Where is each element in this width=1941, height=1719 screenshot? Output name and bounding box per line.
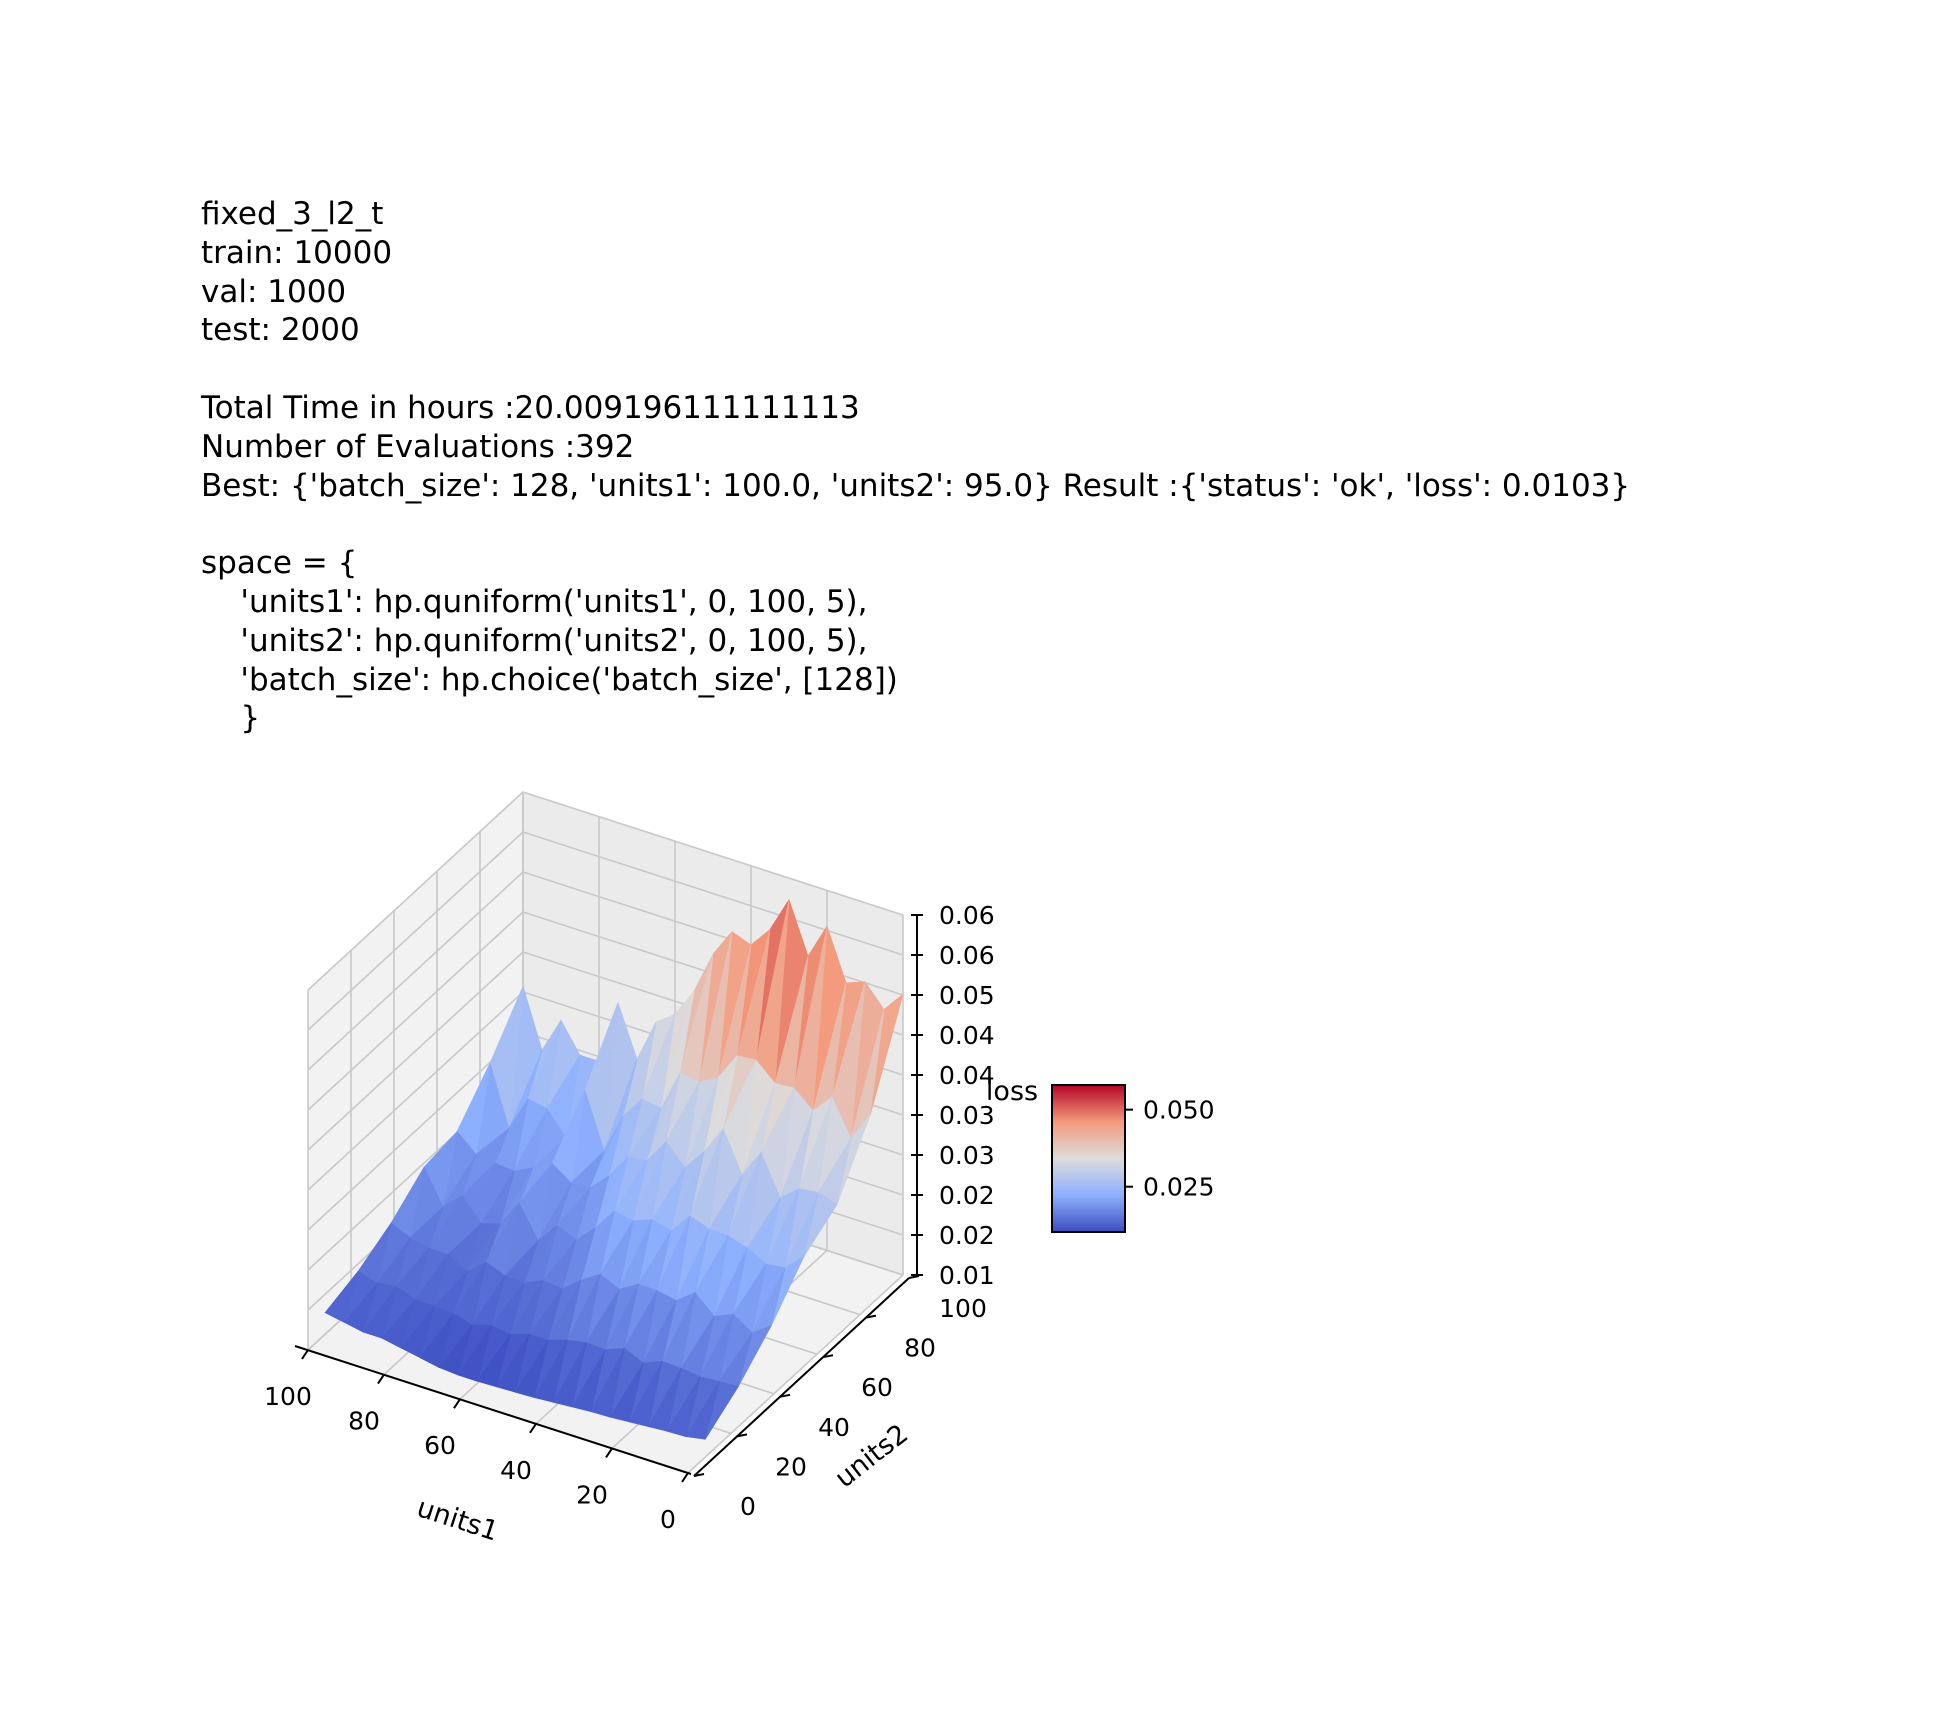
surface-facet — [343, 1283, 378, 1333]
z-tick-label: 0.06 — [939, 941, 995, 970]
y-tick-mark — [908, 1275, 920, 1279]
z-tick-label: 0.04 — [939, 1021, 995, 1050]
colorbar-tick-label: 0.025 — [1143, 1173, 1215, 1202]
header-text-block: fixed_3_l2_t train: 10000 val: 1000 test: 2… — [201, 195, 1630, 738]
header-line: Total Time in hours :20.009196111111113 — [201, 389, 860, 426]
x-tick-label: 40 — [500, 1456, 532, 1485]
x-tick-mark — [681, 1472, 689, 1483]
surface-facet — [685, 1381, 720, 1440]
x-tick-label: 100 — [264, 1382, 312, 1411]
z-tick-label: 0.03 — [939, 1101, 995, 1130]
surface-facet — [476, 1334, 511, 1388]
y-tick-label: 40 — [818, 1413, 850, 1442]
surface-facet — [590, 1348, 625, 1418]
surface-mesh — [324, 899, 904, 1440]
surface-facet — [666, 1376, 701, 1438]
header-line: Best: {'batch_size': 128, 'units1': 100.… — [201, 467, 1631, 504]
z-axis-title: loss — [986, 1076, 1038, 1107]
surface-facet — [647, 1368, 682, 1432]
y-tick-mark — [736, 1433, 748, 1438]
z-tick-label: 0.02 — [939, 1221, 995, 1250]
y-tick-mark — [865, 1314, 877, 1319]
left-wall-pane — [308, 792, 523, 1350]
y-axis-line — [693, 1277, 910, 1477]
colorbar-tick-label: 0.050 — [1143, 1096, 1215, 1125]
z-tick-label: 0.05 — [939, 981, 995, 1010]
surface-facet — [381, 1299, 416, 1349]
surface-facet — [400, 1305, 435, 1359]
surface-facet — [514, 1339, 549, 1398]
x-tick-label: 20 — [576, 1480, 608, 1509]
x-tick-mark — [377, 1374, 385, 1385]
y-tick-label: 0 — [740, 1492, 756, 1521]
surface-facet — [457, 1325, 492, 1382]
x-axis-title: units1 — [413, 1492, 502, 1547]
surface-facet — [419, 1313, 454, 1369]
grid-line-loss — [307, 831, 904, 1031]
header-line: 'units1': hp.quniform('units1', 0, 100, … — [201, 583, 868, 620]
x-tick-mark — [529, 1423, 537, 1434]
header-line: fixed_3_l2_t — [201, 196, 384, 232]
grid-line-loss — [307, 791, 904, 991]
colorbar-gradient — [1051, 1084, 1126, 1233]
header-line: train: 10000 — [201, 234, 393, 271]
surface-facet — [571, 1349, 606, 1413]
header-line: } — [201, 700, 261, 737]
y-tick-mark — [779, 1393, 791, 1398]
axes-lines — [294, 914, 923, 1483]
z-tick-label: 0.01 — [939, 1261, 995, 1290]
y-tick-label: 100 — [939, 1294, 987, 1323]
header-line: Number of Evaluations :392 — [201, 428, 635, 465]
surface-facet — [495, 1334, 530, 1393]
surface-facet — [609, 1362, 644, 1423]
z-tick-label: 0.03 — [939, 1141, 995, 1170]
header-line: space = { — [201, 545, 358, 582]
surface-facet — [552, 1342, 587, 1408]
y-tick-label: 60 — [861, 1373, 893, 1402]
colorbar: 0.025 0.050 — [1051, 1084, 1215, 1233]
x-tick-mark — [605, 1447, 613, 1458]
x-tick-mark — [453, 1398, 461, 1409]
x-tick-label: 80 — [348, 1407, 380, 1436]
header-line: test: 2000 — [201, 312, 360, 349]
z-tick-label: 0.06 — [939, 901, 995, 930]
z-tick-label: 0.02 — [939, 1181, 995, 1210]
y-tick-label: 80 — [904, 1334, 936, 1363]
header-line: 'units2': hp.quniform('units2', 0, 100, … — [201, 622, 868, 659]
surface-facet — [362, 1286, 397, 1339]
x-tick-label: 60 — [424, 1431, 456, 1460]
surface-facet — [324, 1271, 359, 1323]
z-tick-label: 0.04 — [939, 1061, 995, 1090]
surface-facet — [438, 1324, 473, 1376]
x-axis-line — [294, 1345, 692, 1475]
y-tick-label: 20 — [775, 1452, 807, 1481]
surface-facet — [628, 1361, 663, 1427]
x-tick-mark — [301, 1349, 309, 1360]
surface-facet — [533, 1339, 568, 1403]
header-line: val: 1000 — [201, 273, 347, 310]
y-tick-mark — [693, 1473, 705, 1477]
header-line: 'batch_size': hp.choice('batch_size', [1… — [201, 661, 898, 698]
y-tick-mark — [822, 1354, 834, 1359]
x-tick-label: 0 — [660, 1505, 676, 1534]
